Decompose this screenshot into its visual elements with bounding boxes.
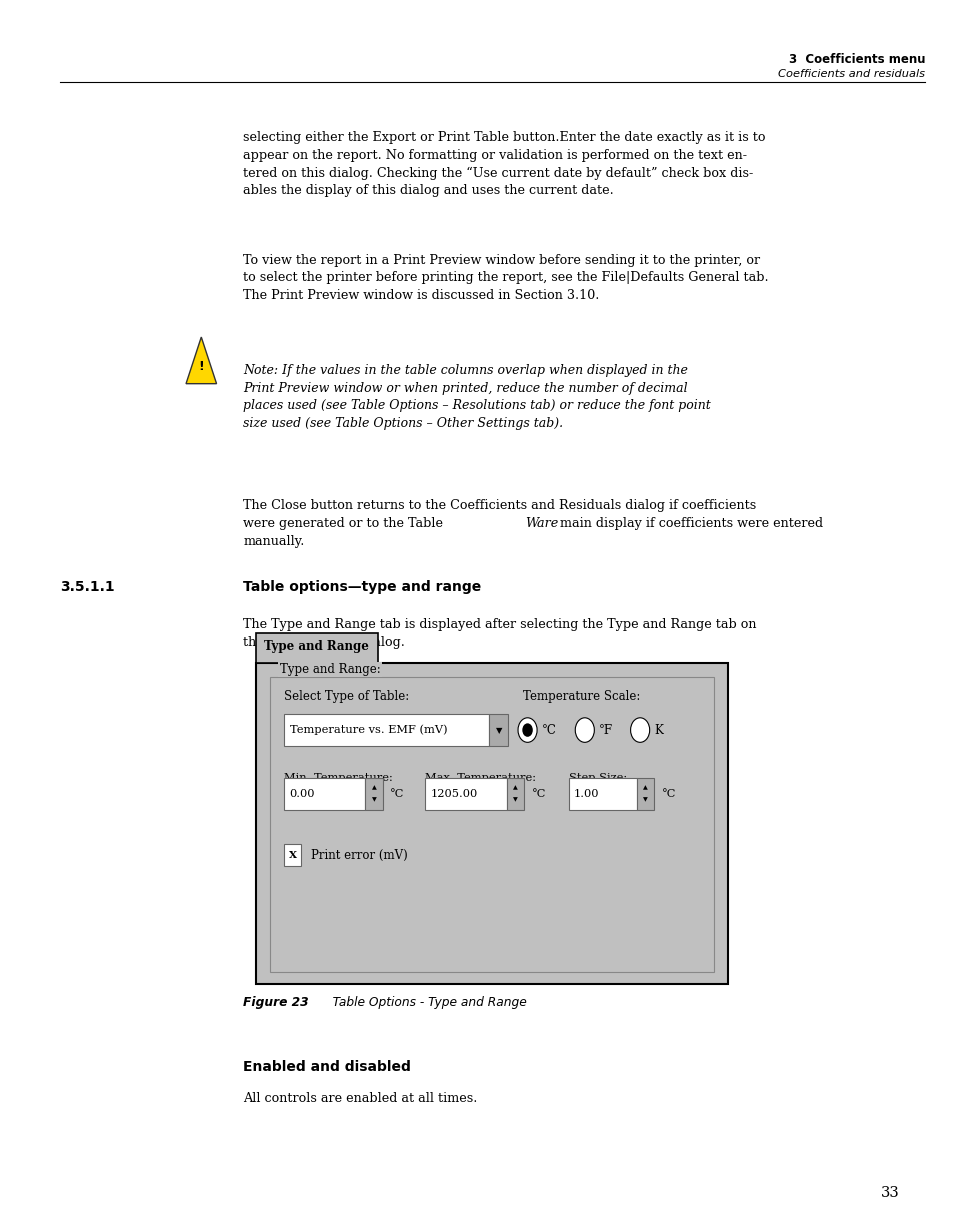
Text: To view the report in a Print Preview window before sending it to the printer, o: To view the report in a Print Preview wi… (243, 254, 768, 302)
Text: 0.00: 0.00 (289, 789, 314, 799)
Text: were generated or to the Table: were generated or to the Table (243, 518, 443, 530)
Text: Type and Range: Type and Range (264, 640, 369, 653)
Text: Figure 23: Figure 23 (243, 996, 309, 1010)
Text: Max. Temperature:: Max. Temperature: (425, 773, 536, 783)
Text: 1.00: 1.00 (573, 789, 598, 799)
Text: Min. Temperature:: Min. Temperature: (284, 773, 393, 783)
Circle shape (517, 718, 537, 742)
Text: Enabled and disabled: Enabled and disabled (243, 1060, 411, 1074)
FancyBboxPatch shape (255, 633, 377, 663)
FancyBboxPatch shape (425, 778, 506, 810)
Text: The Close button returns to the Coefficients and Residuals dialog if coefficient: The Close button returns to the Coeffici… (243, 499, 756, 513)
Polygon shape (186, 337, 216, 384)
FancyBboxPatch shape (284, 844, 301, 866)
Text: All controls are enabled at all times.: All controls are enabled at all times. (243, 1092, 477, 1106)
Text: 3.5.1.1: 3.5.1.1 (60, 580, 114, 594)
Text: ▲: ▲ (372, 785, 375, 790)
Circle shape (522, 723, 532, 736)
Text: °C: °C (541, 724, 557, 736)
FancyBboxPatch shape (637, 778, 654, 810)
Circle shape (630, 718, 649, 742)
Text: Select Type of Table:: Select Type of Table: (284, 690, 409, 703)
Text: Print error (mV): Print error (mV) (311, 849, 407, 861)
Text: Temperature vs. EMF (mV): Temperature vs. EMF (mV) (290, 725, 447, 735)
Text: ▼: ▼ (372, 798, 375, 802)
Text: selecting either the Export or Print Table button.Enter the date exactly as it i: selecting either the Export or Print Tab… (243, 131, 765, 198)
FancyBboxPatch shape (506, 778, 523, 810)
FancyBboxPatch shape (284, 778, 365, 810)
Text: Table Options - Type and Range: Table Options - Type and Range (321, 996, 527, 1010)
Circle shape (575, 718, 594, 742)
Text: ▲: ▲ (513, 785, 517, 790)
Text: Ware: Ware (524, 518, 558, 530)
FancyBboxPatch shape (365, 778, 382, 810)
Text: ▼: ▼ (496, 725, 501, 735)
Text: 1205.00: 1205.00 (430, 789, 477, 799)
FancyBboxPatch shape (284, 714, 489, 746)
Text: Type and Range:: Type and Range: (279, 663, 380, 676)
Text: The Type and Range tab is displayed after selecting the Type and Range tab on
th: The Type and Range tab is displayed afte… (243, 618, 756, 649)
Text: Coefficients and residuals: Coefficients and residuals (778, 69, 924, 79)
Text: !: ! (198, 360, 204, 373)
Text: Temperature Scale:: Temperature Scale: (522, 690, 639, 703)
Text: manually.: manually. (243, 535, 304, 548)
Text: K: K (654, 724, 662, 736)
Text: X: X (289, 850, 296, 860)
Text: 3  Coefficients menu: 3 Coefficients menu (788, 53, 924, 66)
Text: °F: °F (598, 724, 613, 736)
Text: ▲: ▲ (643, 785, 647, 790)
Text: Table options—type and range: Table options—type and range (243, 580, 481, 594)
Text: 33: 33 (880, 1187, 899, 1200)
FancyBboxPatch shape (489, 714, 508, 746)
Text: °C: °C (661, 789, 676, 799)
FancyBboxPatch shape (255, 663, 727, 984)
FancyBboxPatch shape (270, 677, 713, 972)
FancyBboxPatch shape (568, 778, 637, 810)
Text: °C: °C (531, 789, 545, 799)
Text: ▼: ▼ (643, 798, 647, 802)
Text: °C: °C (390, 789, 404, 799)
Text: ▼: ▼ (513, 798, 517, 802)
Text: Step Size:: Step Size: (568, 773, 626, 783)
Text: Note: If the values in the table columns overlap when displayed in the
Print Pre: Note: If the values in the table columns… (243, 364, 710, 429)
Text: main display if coefficients were entered: main display if coefficients were entere… (556, 518, 822, 530)
